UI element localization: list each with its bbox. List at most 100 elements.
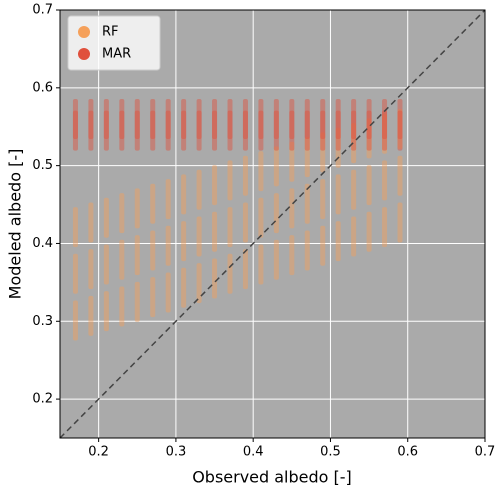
point	[351, 216, 357, 257]
legend-marker	[78, 26, 90, 38]
point	[119, 110, 125, 151]
point	[103, 110, 109, 151]
point	[273, 146, 279, 187]
point	[289, 188, 295, 229]
point	[382, 110, 388, 151]
point	[150, 98, 156, 139]
point	[258, 197, 264, 238]
point	[119, 98, 125, 139]
point	[88, 295, 94, 336]
point	[320, 179, 326, 220]
point	[165, 179, 171, 220]
point	[273, 193, 279, 234]
point	[134, 110, 140, 151]
point	[227, 110, 233, 151]
y-tick-label: 0.4	[32, 236, 53, 251]
point	[258, 98, 264, 139]
point	[304, 98, 310, 139]
point	[273, 98, 279, 139]
point	[258, 110, 264, 151]
point	[351, 98, 357, 139]
point	[103, 98, 109, 139]
point	[103, 244, 109, 285]
one-to-one-line	[59, 9, 486, 439]
point	[351, 169, 357, 210]
point	[366, 110, 372, 151]
point	[273, 110, 279, 151]
y-axis-label: Modeled albedo [-]	[6, 149, 25, 300]
plot-frame	[59, 9, 486, 439]
y-tick-label: 0.7	[32, 3, 53, 18]
point	[119, 193, 125, 234]
point	[335, 221, 341, 262]
point	[304, 137, 310, 178]
y-tick-label: 0.3	[32, 314, 53, 329]
point	[335, 174, 341, 215]
point	[227, 98, 233, 139]
x-axis-label: Observed albedo [-]	[192, 468, 352, 487]
point	[165, 272, 171, 313]
x-tick-label: 0.6	[397, 445, 418, 460]
point	[72, 300, 78, 341]
point	[304, 183, 310, 224]
point	[258, 151, 264, 192]
legend-marker	[78, 48, 90, 60]
point	[304, 110, 310, 151]
point	[335, 127, 341, 168]
point	[134, 98, 140, 139]
point	[181, 174, 187, 215]
point	[181, 98, 187, 139]
point	[242, 110, 248, 151]
point	[165, 225, 171, 266]
point	[165, 98, 171, 139]
point	[320, 132, 326, 173]
point	[72, 98, 78, 139]
point	[242, 249, 248, 290]
point	[320, 110, 326, 151]
point	[242, 98, 248, 139]
y-tick-label: 0.6	[32, 80, 53, 95]
point	[335, 98, 341, 139]
point	[397, 109, 403, 150]
point	[72, 207, 78, 248]
legend-box	[67, 15, 161, 71]
point	[150, 277, 156, 318]
point	[88, 249, 94, 290]
point	[227, 207, 233, 248]
point	[273, 239, 279, 280]
x-tick-label: 0.7	[475, 445, 496, 460]
point	[103, 197, 109, 238]
x-tick-label: 0.5	[320, 445, 341, 460]
point	[258, 244, 264, 285]
y-tick-label: 0.2	[32, 392, 53, 407]
point	[366, 165, 372, 206]
point	[150, 183, 156, 224]
point	[103, 291, 109, 332]
legend-label: RF	[102, 25, 119, 40]
point	[227, 253, 233, 294]
legend-label: MAR	[102, 47, 131, 62]
point	[351, 110, 357, 151]
point	[88, 202, 94, 243]
point	[289, 110, 295, 151]
point	[196, 110, 202, 151]
point	[212, 110, 218, 151]
point	[397, 155, 403, 196]
point	[181, 267, 187, 308]
point	[134, 188, 140, 229]
point	[196, 263, 202, 304]
point	[119, 286, 125, 327]
point	[289, 98, 295, 139]
point	[72, 253, 78, 294]
point	[212, 165, 218, 206]
point	[165, 110, 171, 151]
point	[366, 211, 372, 252]
point	[196, 216, 202, 257]
point	[382, 207, 388, 248]
x-tick-label: 0.4	[243, 445, 264, 460]
point	[88, 110, 94, 151]
point	[397, 110, 403, 151]
point	[72, 110, 78, 151]
point	[366, 118, 372, 159]
